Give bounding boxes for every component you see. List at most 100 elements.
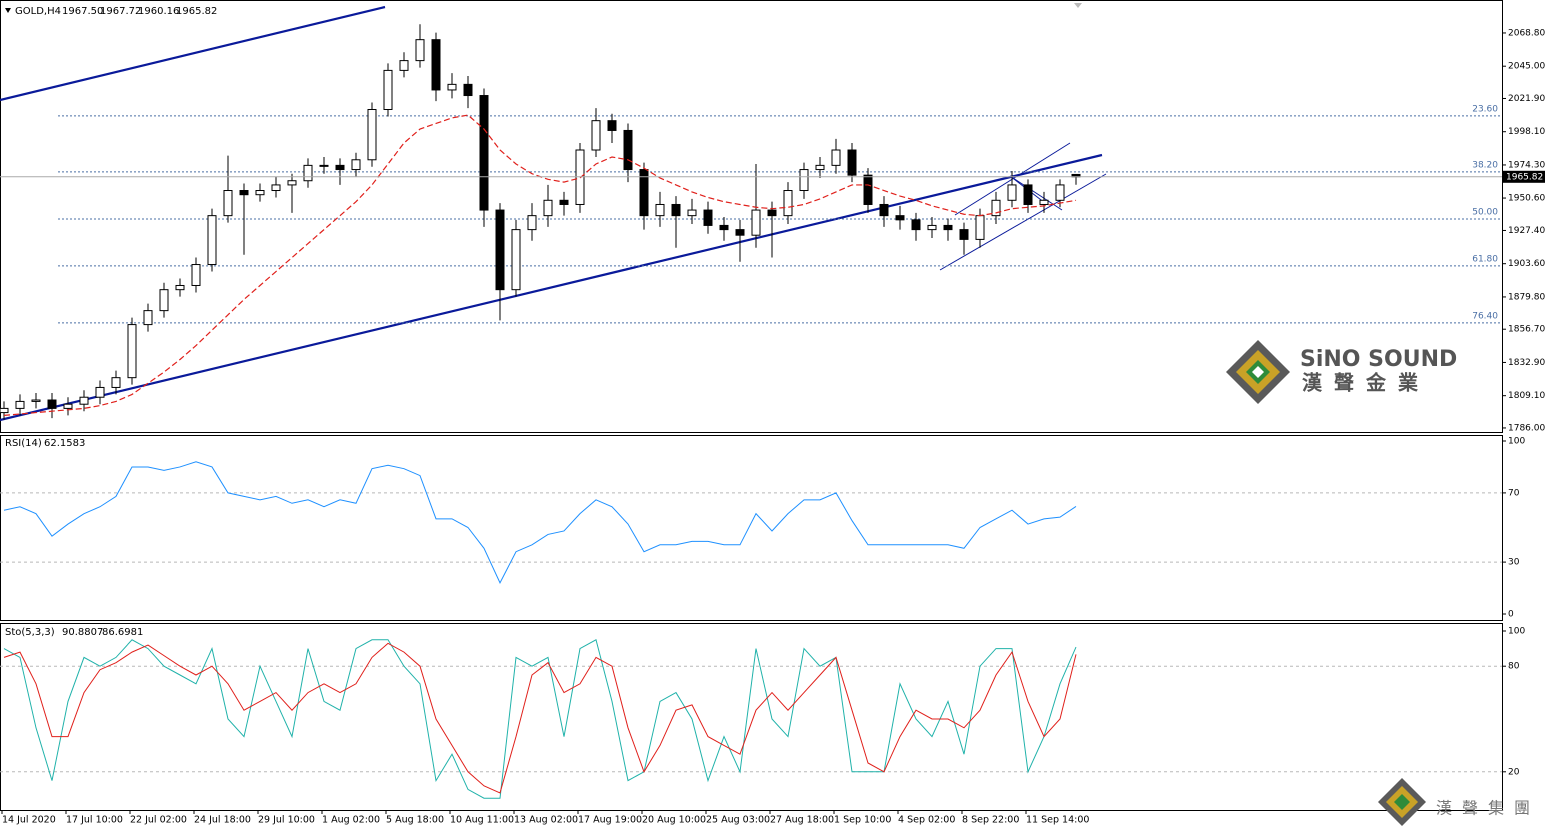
indicator-line bbox=[3, 461, 1077, 585]
sto-signal-value: 86.6981 bbox=[102, 627, 143, 638]
x-tick-label: 5 Aug 18:00 bbox=[386, 815, 444, 826]
candle-body bbox=[703, 209, 713, 226]
candle-body bbox=[303, 164, 313, 182]
candle-body bbox=[1039, 199, 1049, 205]
y-tick-label: 1974.30 bbox=[1508, 160, 1545, 170]
y-tick-label: 1809.10 bbox=[1508, 391, 1545, 401]
header-close: 1965.82 bbox=[176, 6, 217, 17]
candle-body bbox=[911, 219, 921, 231]
shift-marker bbox=[1074, 3, 1082, 8]
x-tick-label: 29 Jul 10:00 bbox=[258, 815, 315, 826]
candle-body bbox=[687, 209, 697, 217]
y-tick-label: 2021.90 bbox=[1508, 94, 1545, 104]
y-tick-label: 100 bbox=[1508, 437, 1525, 447]
price-label: 1965.82 bbox=[1506, 172, 1543, 182]
candle-body bbox=[1055, 184, 1065, 201]
candle-body bbox=[0, 407, 9, 414]
x-tick-label: 17 Aug 19:00 bbox=[578, 815, 642, 826]
x-tick-label: 4 Sep 02:00 bbox=[898, 815, 955, 826]
fib-label: 61.80 bbox=[1472, 254, 1498, 264]
candle-body bbox=[351, 159, 361, 171]
candle-body bbox=[31, 399, 41, 402]
x-tick-label: 17 Jul 10:00 bbox=[66, 815, 123, 826]
sto-main-value: 90.8807 bbox=[62, 627, 103, 638]
candle-body bbox=[895, 215, 905, 221]
x-tick-label: 25 Aug 03:00 bbox=[706, 815, 770, 826]
trend-line bbox=[0, 153, 1103, 422]
symbol-title: GOLD,H4 bbox=[15, 6, 61, 17]
x-tick-label: 1 Aug 02:00 bbox=[322, 815, 380, 826]
x-tick-label: 14 Jul 2020 bbox=[2, 815, 56, 826]
y-tick-label: 80 bbox=[1508, 662, 1520, 672]
x-tick-label: 13 Aug 02:00 bbox=[514, 815, 578, 826]
indicator-line bbox=[3, 639, 1077, 799]
candle-body bbox=[751, 209, 761, 236]
y-tick-label: 1950.60 bbox=[1508, 194, 1545, 204]
candle-body bbox=[719, 224, 729, 231]
y-tick-label: 2045.00 bbox=[1508, 62, 1545, 72]
fib-label: 38.20 bbox=[1472, 160, 1498, 170]
candle-body bbox=[1023, 184, 1033, 205]
sto-pane bbox=[0, 623, 1503, 811]
candle-body bbox=[127, 324, 137, 379]
x-tick-label: 22 Jul 02:00 bbox=[130, 815, 187, 826]
candle-body bbox=[335, 164, 345, 171]
x-tick-label: 8 Sep 22:00 bbox=[962, 815, 1019, 826]
candle-body bbox=[207, 215, 217, 266]
candle-body bbox=[1007, 184, 1017, 201]
candle-body bbox=[639, 169, 649, 217]
candle-body bbox=[879, 203, 889, 217]
rsi-pane bbox=[0, 435, 1503, 621]
y-tick-label: 100 bbox=[1508, 627, 1525, 637]
y-tick-label: 1786.00 bbox=[1508, 423, 1545, 433]
y-tick-label: 1903.60 bbox=[1508, 259, 1545, 269]
candle-body bbox=[495, 209, 505, 291]
candle-body bbox=[815, 164, 825, 171]
x-tick-label: 20 Aug 10:00 bbox=[642, 815, 706, 826]
candle-body bbox=[943, 224, 953, 231]
y-tick-label: 1998.10 bbox=[1508, 127, 1545, 137]
header-arrow bbox=[5, 8, 11, 13]
brand-chinese: 漢聲金業 bbox=[1302, 371, 1430, 395]
candle-body bbox=[479, 95, 489, 211]
rsi-title: RSI(14) bbox=[5, 438, 42, 449]
fib-label: 23.60 bbox=[1472, 104, 1498, 114]
y-tick-label: 1879.80 bbox=[1508, 292, 1545, 302]
candle-body bbox=[671, 203, 681, 217]
candle-body bbox=[847, 149, 857, 176]
candle-body bbox=[223, 190, 233, 217]
candle-body bbox=[591, 120, 601, 151]
y-tick-label: 2068.80 bbox=[1508, 28, 1545, 38]
x-tick-label: 24 Jul 18:00 bbox=[194, 815, 251, 826]
fib-label: 76.40 bbox=[1472, 311, 1498, 321]
footer-logo bbox=[1378, 778, 1426, 826]
y-tick-label: 1927.40 bbox=[1508, 226, 1545, 236]
candle-body bbox=[783, 190, 793, 217]
candle-body bbox=[383, 69, 393, 111]
y-tick-label: 1856.70 bbox=[1508, 325, 1545, 335]
header-low: 1960.16 bbox=[138, 6, 179, 17]
candle-body bbox=[319, 164, 329, 167]
candle-body bbox=[655, 203, 665, 217]
candle-body bbox=[399, 60, 409, 71]
candle-body bbox=[79, 396, 89, 405]
candle-body bbox=[799, 169, 809, 192]
candle-body bbox=[255, 190, 265, 196]
candle-body bbox=[927, 224, 937, 231]
brand-name: SiNO SOUND bbox=[1300, 347, 1457, 372]
x-tick-label: 1 Sep 10:00 bbox=[834, 815, 891, 826]
price-box bbox=[1502, 170, 1545, 183]
y-tick-label: 70 bbox=[1508, 488, 1520, 498]
logo bbox=[1226, 340, 1290, 404]
y-tick-label: 30 bbox=[1508, 558, 1520, 568]
candle-body bbox=[431, 39, 441, 91]
x-tick-label: 27 Aug 18:00 bbox=[770, 815, 834, 826]
rsi-value: 62.1583 bbox=[44, 438, 85, 449]
y-tick-label: 1832.90 bbox=[1508, 358, 1545, 368]
fib-label: 50.00 bbox=[1472, 208, 1498, 218]
candle-body bbox=[447, 83, 457, 91]
candle-body bbox=[527, 215, 537, 231]
